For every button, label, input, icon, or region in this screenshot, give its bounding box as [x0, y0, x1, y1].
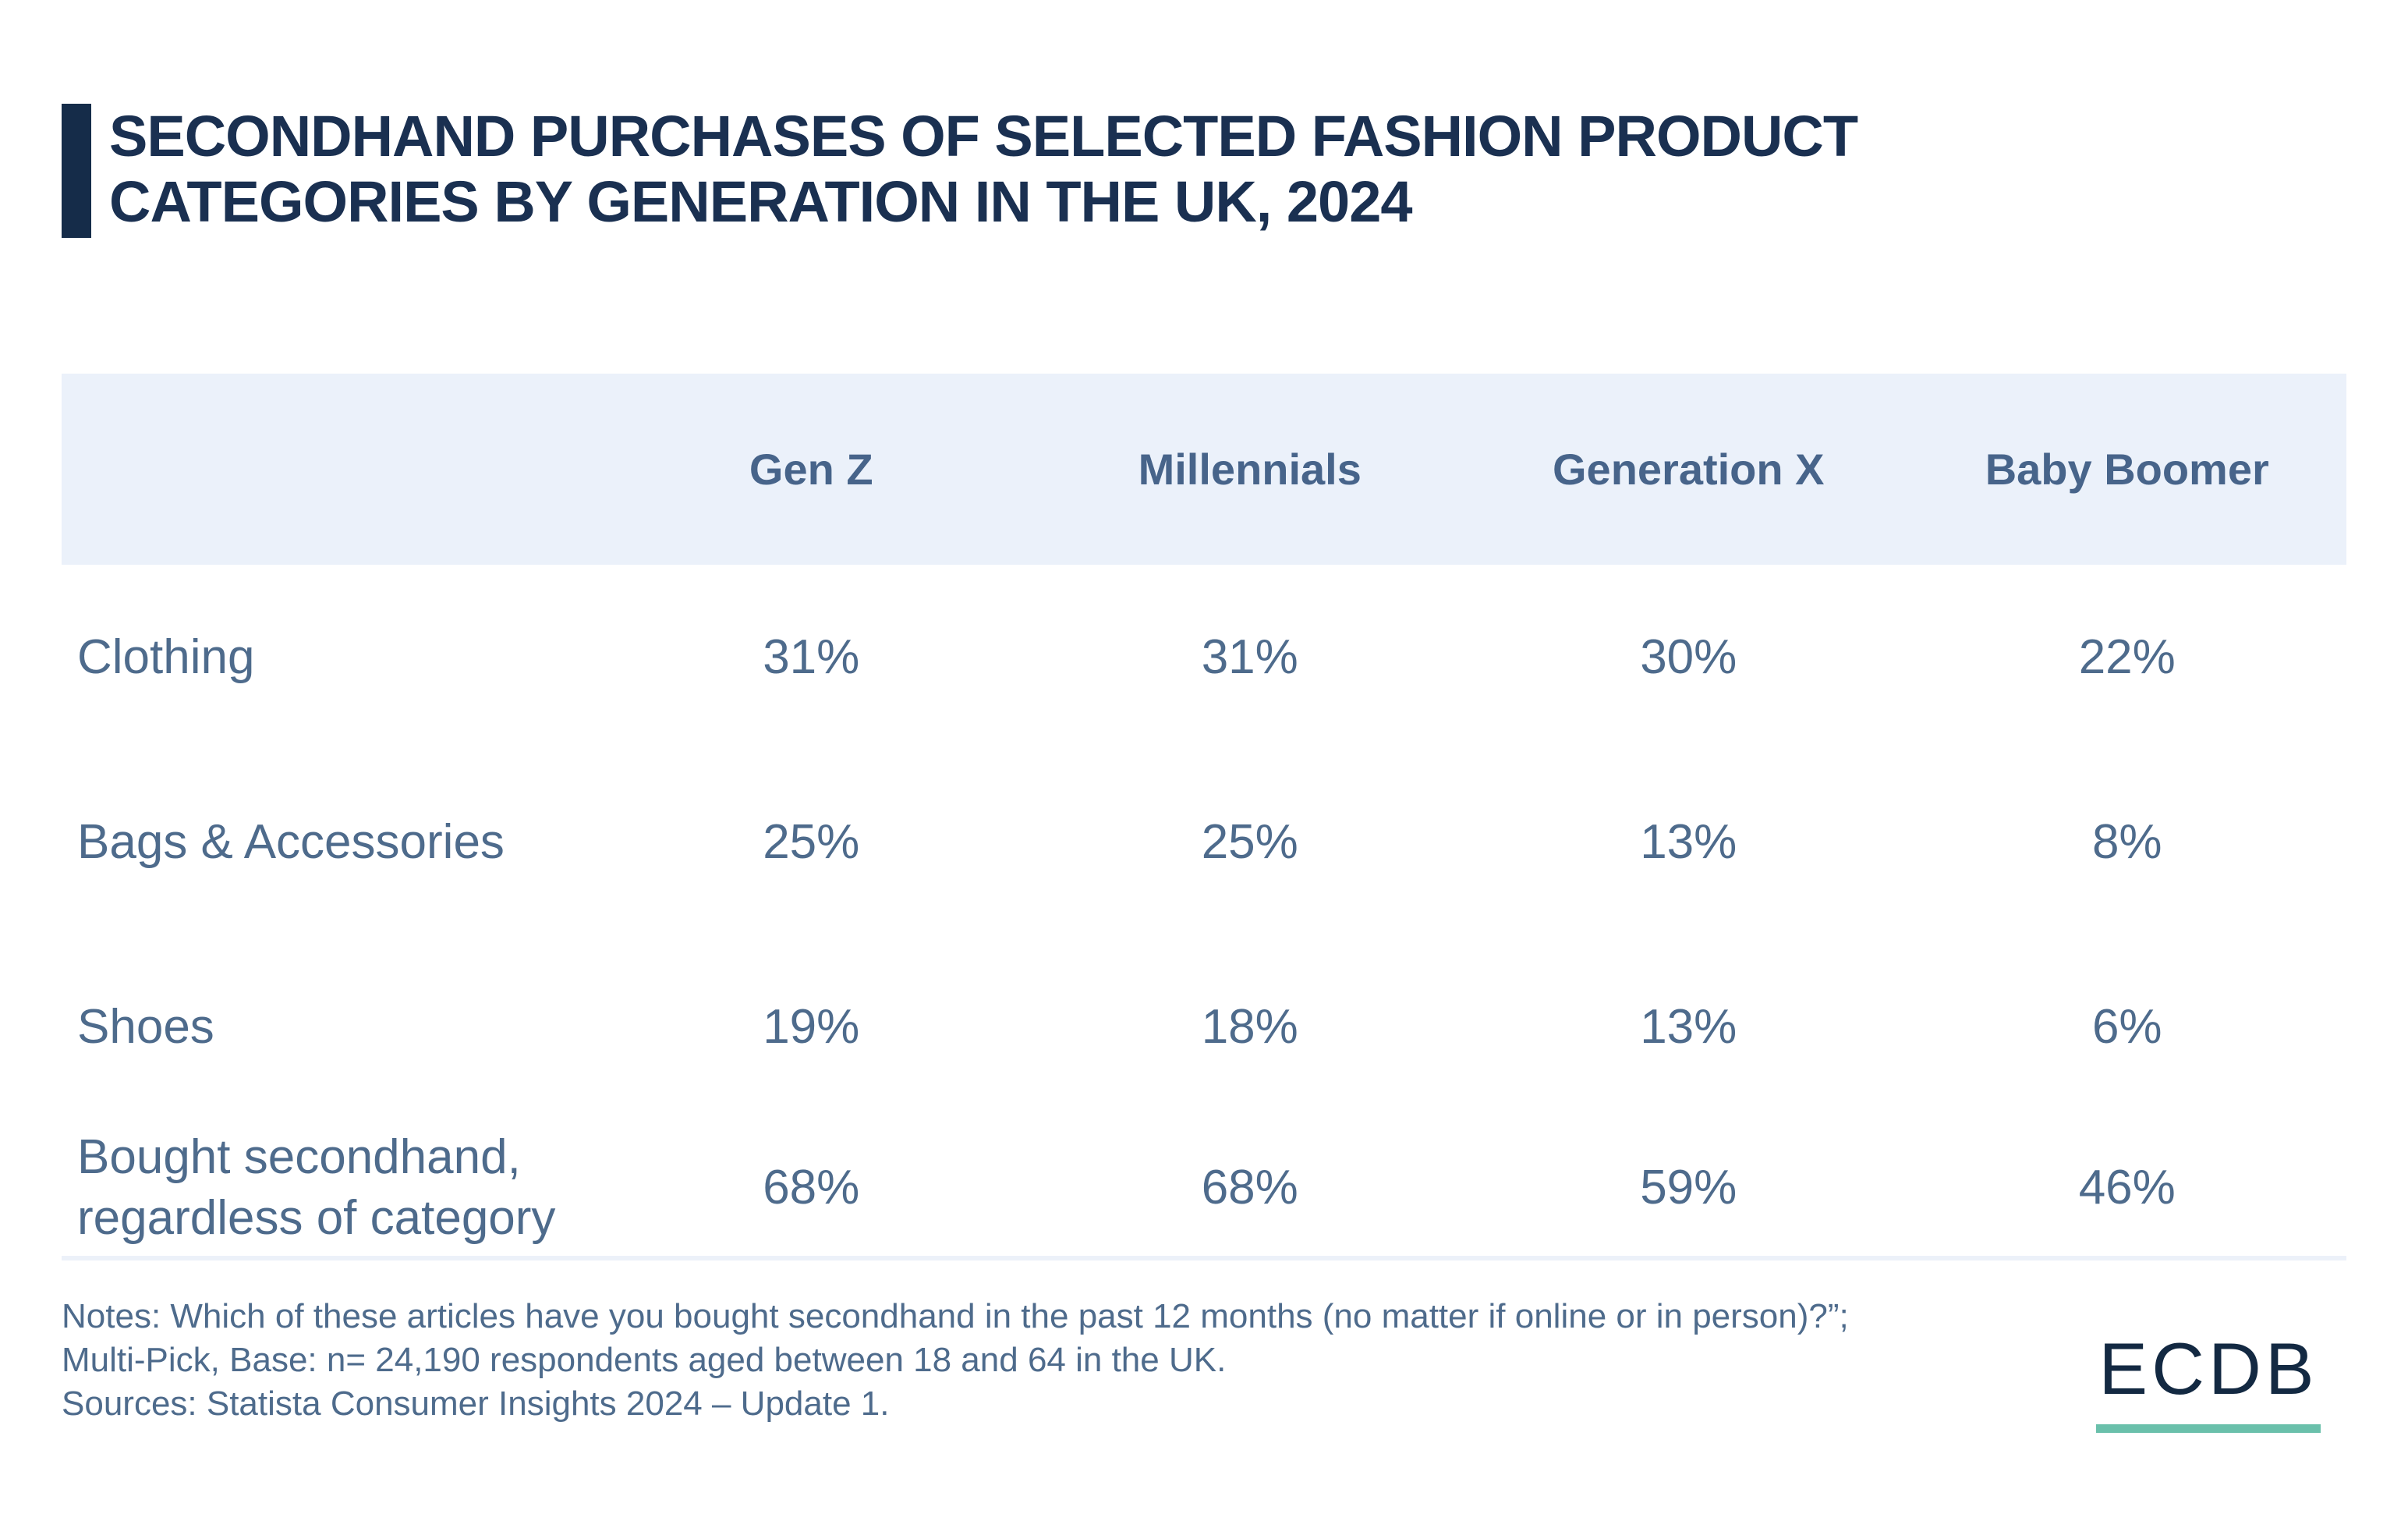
- ecdb-logo-text: ECDB: [2098, 1328, 2318, 1409]
- cell-value: 13%: [1640, 815, 1737, 869]
- sources-text: Sources: Statista Consumer Insights 2024…: [62, 1384, 890, 1423]
- cell-value: 6%: [2091, 1000, 2162, 1054]
- cell-value: 8%: [2091, 815, 2162, 869]
- cell-value: 68%: [1201, 1161, 1298, 1214]
- cell-value: 18%: [1201, 1000, 1298, 1054]
- generation-table: Gen Z Millennials Generation X Baby Boom…: [62, 374, 2346, 1260]
- title-block: SECONDHAND PURCHASES OF SELECTED FASHION…: [62, 104, 2105, 238]
- header-cell-millennials: Millennials: [1138, 445, 1362, 494]
- page-title: SECONDHAND PURCHASES OF SELECTED FASHION…: [109, 104, 1858, 234]
- ecdb-logo-underline-bar: [2096, 1424, 2321, 1433]
- cell-value: 59%: [1640, 1161, 1737, 1214]
- cell-value: 13%: [1640, 1000, 1737, 1054]
- cell-value: 31%: [763, 630, 860, 684]
- cell-value: 31%: [1201, 630, 1298, 684]
- row-label: Bought secondhand, regardless of categor…: [77, 1130, 556, 1245]
- cell-value: 30%: [1640, 630, 1737, 684]
- table-row-bought-secondhand: Bought secondhand, regardless of categor…: [62, 1119, 2346, 1256]
- table-row-clothing: Clothing 31% 31% 30% 22%: [62, 565, 2346, 750]
- cell-value: 25%: [1201, 815, 1298, 869]
- row-label: Bags & Accessories: [77, 814, 505, 869]
- notes-block: Notes: Which of these articles have you …: [62, 1295, 1910, 1426]
- ecdb-logo: ECDB: [2096, 1331, 2321, 1433]
- row-label: Clothing: [77, 629, 255, 684]
- header-cell-baby-boomer: Baby Boomer: [1985, 445, 2269, 494]
- row-label: Shoes: [77, 999, 214, 1054]
- table-row-shoes: Shoes 19% 18% 13% 6%: [62, 934, 2346, 1119]
- table-bottom-divider: [62, 1256, 2346, 1260]
- title-accent-bar: [62, 104, 91, 238]
- header-cell-generation-x: Generation X: [1552, 445, 1825, 494]
- cell-value: 22%: [2078, 630, 2176, 684]
- cell-value: 46%: [2078, 1161, 2176, 1214]
- table-header-row: Gen Z Millennials Generation X Baby Boom…: [62, 374, 2346, 565]
- notes-text: Notes: Which of these articles have you …: [62, 1297, 1849, 1379]
- header-cell-gen-z: Gen Z: [749, 445, 873, 494]
- table-row-bags-accessories: Bags & Accessories 25% 25% 13% 8%: [62, 750, 2346, 934]
- cell-value: 19%: [763, 1000, 860, 1054]
- cell-value: 68%: [763, 1161, 860, 1214]
- cell-value: 25%: [763, 815, 860, 869]
